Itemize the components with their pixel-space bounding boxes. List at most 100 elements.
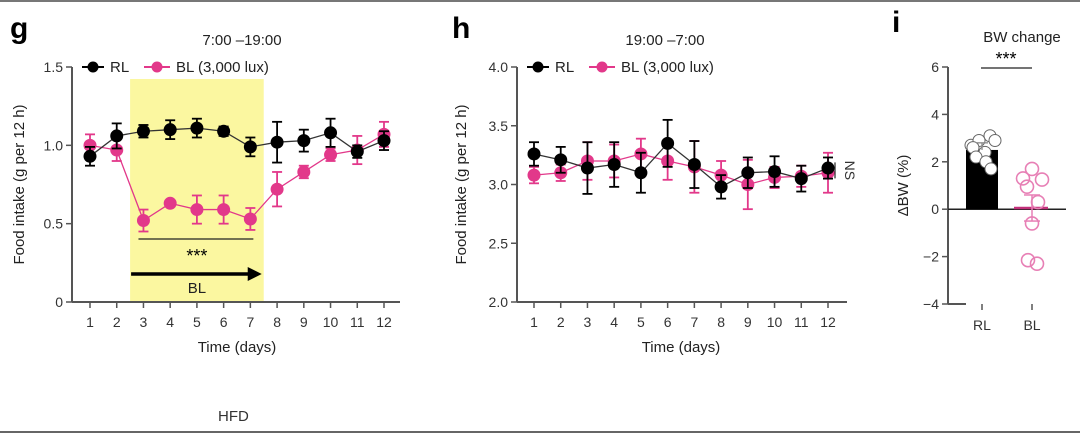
y-tick-label: 2.5: [489, 235, 509, 251]
data-point-bl: [136, 214, 150, 228]
x-tick-label: 9: [744, 314, 752, 330]
x-axis-label: Time (days): [642, 339, 721, 356]
data-point-rl: [297, 134, 311, 148]
legend-marker-rl: [87, 61, 99, 73]
data-point-rl: [794, 172, 808, 186]
y-tick-label: 0: [55, 294, 63, 310]
data-point-bl: [243, 212, 257, 226]
x-axis-label: Time (days): [198, 339, 277, 356]
data-point-rl: [163, 123, 177, 137]
legend-label-rl: RL: [110, 59, 129, 76]
data-point-bl: [1015, 171, 1031, 186]
x-tick-label: 7: [690, 314, 698, 330]
x-tick-label: 8: [717, 314, 725, 330]
panel-h-title: 19:00 –7:00: [625, 32, 704, 49]
data-point-rl: [821, 161, 835, 175]
x-tick-label: 12: [376, 314, 392, 330]
legend-marker-rl: [532, 61, 544, 73]
x-tick-label: 5: [637, 314, 645, 330]
data-point-bl: [190, 203, 204, 217]
legend-marker-bl: [596, 61, 608, 73]
data-point-rl: [768, 165, 782, 179]
x-tick-label: BL: [1023, 317, 1040, 333]
y-tick-label: 4: [931, 106, 939, 122]
data-point-rl: [110, 129, 124, 143]
y-tick-label: 6: [931, 59, 939, 75]
legend-marker-bl: [151, 61, 163, 73]
data-point-rl: [527, 147, 541, 161]
data-point-rl: [554, 153, 568, 167]
x-tick-label: 3: [140, 314, 148, 330]
y-tick-label: 2: [931, 154, 939, 170]
bl-arrow-label: BL: [188, 280, 206, 297]
data-point-bl: [324, 148, 338, 162]
panel-letter-g: g: [10, 12, 28, 45]
data-point-rl: [741, 166, 755, 180]
x-tick-label: RL: [973, 317, 991, 333]
legend-label-rl: RL: [555, 59, 574, 76]
x-tick-label: 4: [166, 314, 174, 330]
bottom-border: [0, 431, 1080, 433]
significance-stars: ***: [995, 49, 1016, 69]
x-tick-label: 10: [323, 314, 339, 330]
data-point-rl: [661, 136, 675, 150]
data-point-rl: [83, 149, 97, 163]
data-point-bl: [527, 168, 541, 182]
x-tick-label: 11: [350, 314, 365, 330]
y-tick-label: 0: [931, 201, 939, 217]
x-tick-label: 1: [86, 314, 94, 330]
y-tick-label: 3.5: [489, 118, 509, 134]
data-point-bl: [1034, 172, 1050, 187]
data-point-bl: [83, 138, 97, 152]
data-point-bl: [1024, 161, 1040, 177]
data-point-bl: [1030, 194, 1046, 210]
panel-letter-i: i: [892, 6, 900, 39]
data-point-rl: [190, 121, 204, 135]
data-point-rl: [634, 166, 648, 180]
data-point-bl: [1029, 256, 1045, 272]
x-tick-label: 12: [820, 314, 836, 330]
x-tick-label: 8: [273, 314, 281, 330]
data-point-bl: [270, 182, 284, 196]
data-point-bl: [297, 165, 311, 179]
data-point-rl: [984, 162, 998, 176]
x-tick-label: 4: [610, 314, 618, 330]
data-point-rl: [243, 140, 257, 154]
x-tick-label: 2: [557, 314, 565, 330]
panel-i-title: BW change: [983, 29, 1061, 46]
data-point-rl: [324, 126, 338, 140]
data-point-rl: [136, 124, 150, 138]
x-tick-label: 6: [664, 314, 672, 330]
ns-label: NS: [842, 161, 858, 180]
top-border: [0, 0, 1080, 2]
x-tick-label: 11: [794, 314, 809, 330]
legend-label-bl: BL (3,000 lux): [621, 59, 714, 76]
series-line-bl: [533, 153, 829, 186]
x-tick-label: 9: [300, 314, 308, 330]
diet-label: HFD: [218, 408, 249, 425]
panel-letter-h: h: [452, 12, 470, 45]
data-point-bl: [217, 203, 231, 217]
panel-g-title: 7:00 –19:00: [202, 32, 281, 49]
y-axis-label: Food intake (g per 12 h): [11, 104, 28, 264]
bl-arrow-head: [247, 267, 262, 281]
y-axis-label: ΔBW (%): [895, 155, 912, 217]
data-point-rl: [687, 158, 701, 172]
data-point-rl: [607, 158, 621, 172]
y-tick-label: 1.0: [44, 137, 64, 153]
data-point-bl: [163, 196, 177, 210]
y-tick-label: 3.0: [489, 177, 509, 193]
legend-label-bl: BL (3,000 lux): [176, 59, 269, 76]
y-tick-label: 2.0: [489, 294, 509, 310]
x-tick-label: 7: [246, 314, 254, 330]
y-tick-label: 4.0: [489, 59, 509, 75]
y-tick-label: −2: [923, 249, 939, 265]
y-tick-label: 0.5: [44, 216, 64, 232]
data-point-bl: [110, 143, 124, 157]
data-point-rl: [377, 134, 391, 148]
x-tick-label: 1: [530, 314, 538, 330]
data-point-rl: [988, 133, 1002, 147]
series-line-rl: [533, 142, 829, 188]
